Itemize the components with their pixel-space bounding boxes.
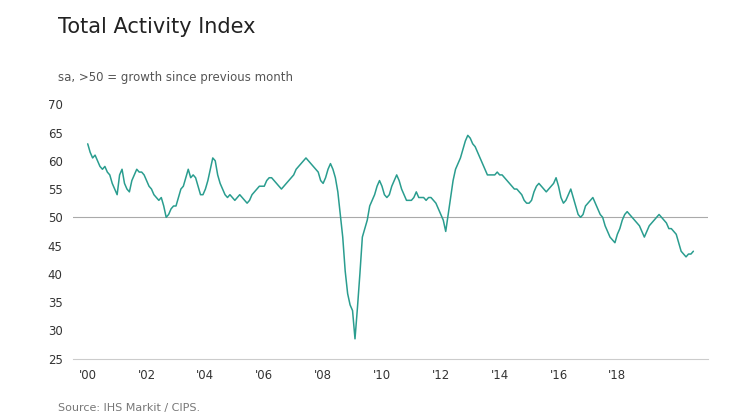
Text: Source: IHS Markit / CIPS.: Source: IHS Markit / CIPS. bbox=[58, 403, 201, 413]
Text: Total Activity Index: Total Activity Index bbox=[58, 17, 256, 37]
Text: sa, >50 = growth since previous month: sa, >50 = growth since previous month bbox=[58, 71, 293, 84]
